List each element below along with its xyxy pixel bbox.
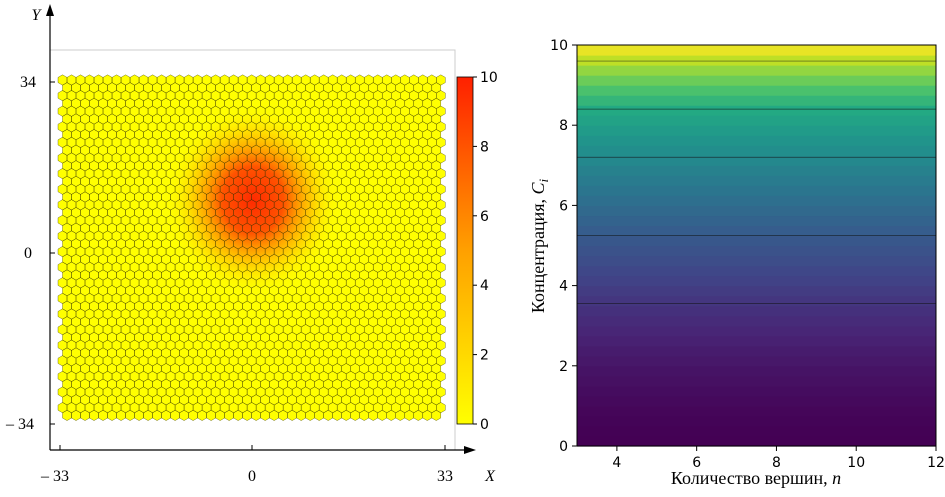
contour-band — [577, 365, 936, 377]
y-axis-arrow — [46, 4, 54, 16]
x-tick-label: – 33 — [40, 468, 69, 485]
colorbar-tick-label: 4 — [480, 278, 489, 294]
contour-band — [577, 175, 936, 186]
y-tick-label-right: 6 — [559, 198, 568, 214]
y-tick-label: – 34 — [5, 416, 34, 433]
x-tick-label-right: 10 — [847, 455, 865, 471]
contour-band — [577, 385, 936, 397]
contour-band — [577, 85, 936, 96]
hex-cell-edges — [57, 74, 446, 421]
contour-band — [577, 225, 936, 237]
contour-band — [577, 415, 936, 427]
contour-band — [577, 395, 936, 407]
contour-band — [577, 45, 936, 56]
x-tick-label: 33 — [437, 468, 453, 485]
contour-band — [577, 285, 936, 297]
contour-band — [577, 425, 936, 437]
colorbar — [456, 76, 474, 425]
contour-band — [577, 115, 936, 126]
contour-band — [577, 345, 936, 357]
contour-band — [577, 305, 936, 317]
contour-band — [577, 95, 936, 106]
y-axis-title: Y — [32, 7, 43, 24]
colorbar-tick-label: 6 — [480, 209, 489, 225]
contour-band — [577, 245, 936, 257]
x-tick-label: 0 — [248, 468, 256, 485]
contour-band — [577, 125, 936, 136]
contour-band — [577, 265, 936, 277]
right-plot-frame — [576, 44, 937, 447]
contour-band — [577, 355, 936, 367]
contour-band — [577, 75, 936, 86]
contour-band — [577, 145, 936, 156]
contour-lines — [577, 60, 936, 304]
x-tick-label-right: 4 — [612, 455, 621, 471]
colorbar-ticks: 0 2 4 6 8 10 — [473, 70, 498, 433]
contour-band — [577, 295, 936, 307]
y-tick-label-right: 8 — [559, 118, 568, 134]
contour-band — [577, 405, 936, 417]
contour-band — [577, 165, 936, 176]
colorbar-tick-label: 0 — [480, 417, 489, 433]
x-tick-label-right: 8 — [772, 455, 781, 471]
contour-band — [577, 325, 936, 337]
y-tick-label-right: 0 — [559, 439, 568, 455]
y-tick-label-right: 10 — [550, 38, 568, 54]
y-tick-label-right: 2 — [559, 359, 568, 375]
contour-band — [577, 155, 936, 166]
contour-band — [577, 375, 936, 387]
x-axis-title-right: Количество вершин, n — [671, 468, 841, 488]
y-tick-label-right: 4 — [559, 279, 568, 295]
x-tick-label-right: 6 — [692, 455, 701, 471]
contour-band — [577, 315, 936, 327]
contour-band — [577, 215, 936, 227]
contour-band — [577, 55, 936, 66]
contour-band — [577, 105, 936, 116]
contour-band — [577, 435, 936, 447]
contour-band — [577, 65, 936, 76]
contour-band — [577, 235, 936, 247]
y-tick-label: 34 — [20, 74, 36, 91]
contour-band — [577, 135, 936, 146]
x-tick-label-right: 12 — [927, 455, 945, 471]
colorbar-tick-label: 2 — [480, 348, 489, 364]
colorbar-tick-label: 10 — [480, 70, 498, 86]
left-panel: 34 0 – 34 – 33 0 33 Y X 0 2 4 6 8 10 — [5, 4, 498, 485]
contour-band — [577, 185, 936, 196]
contour-band — [577, 335, 936, 347]
y-axis-title-right: Концентрация, Ci — [528, 178, 551, 313]
x-axis-arrow — [464, 446, 476, 454]
contour-band — [577, 275, 936, 287]
hex-cells-outline — [57, 74, 446, 421]
colorbar-tick-label: 8 — [480, 139, 489, 155]
right-axis-ticks: 4 6 8 10 12 0 2 4 6 8 10 — [550, 38, 945, 471]
contour-band — [577, 195, 936, 206]
concentration-hotspot — [165, 105, 341, 295]
right-panel: 4 6 8 10 12 0 2 4 6 8 10 Количество вершин, n Конц… — [528, 38, 945, 488]
x-axis-title: X — [484, 468, 496, 485]
y-tick-label: 0 — [24, 245, 32, 262]
contour-band — [577, 205, 936, 217]
contour-bands — [577, 45, 936, 447]
contour-band — [577, 255, 936, 267]
